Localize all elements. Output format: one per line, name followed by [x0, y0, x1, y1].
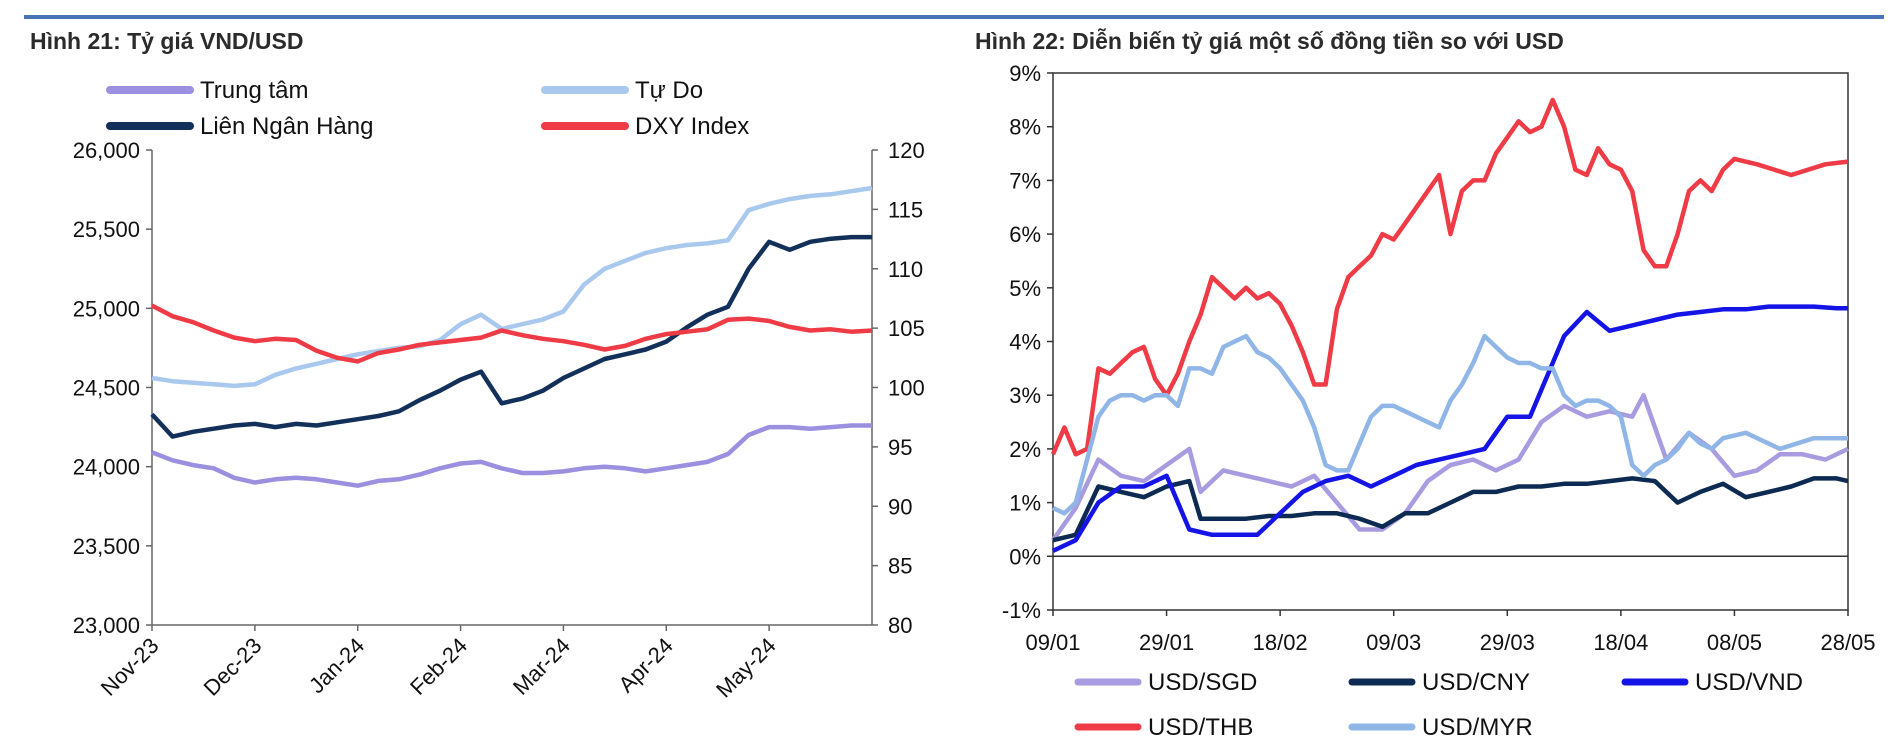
chart1-ytick-right-label: 120: [888, 138, 925, 163]
legend-label-trung-t-m: Trung tâm: [200, 77, 308, 104]
top-rule: [24, 15, 1884, 19]
chart2-xtick-label: 28/05: [1820, 630, 1875, 655]
series-line-li-n-ng-n-h-ng: [150, 234, 872, 439]
chart2-ytick-label: 4%: [1009, 330, 1041, 355]
chart2-xtick-label: 09/01: [1025, 630, 1080, 655]
chart1-ytick-left-label: 23,000: [73, 613, 140, 638]
chart2-ytick-label: 7%: [1009, 168, 1041, 193]
chart2-xtick-label: 18/02: [1253, 630, 1308, 655]
chart2-ytick-label: 6%: [1009, 222, 1041, 247]
legend-label-usd-cny: USD/CNY: [1422, 669, 1530, 696]
chart2-ytick-label: 3%: [1009, 383, 1041, 408]
legend-label-t-do: Tự Do: [635, 77, 703, 104]
series-line-usd-cny: [1052, 476, 1849, 543]
chart1-ytick-left-label: 25,500: [73, 217, 140, 242]
series-line-usd-myr: [1052, 333, 1848, 516]
chart1-ytick-left-label: 23,500: [73, 534, 140, 559]
series-line-usd-vnd: [1052, 304, 1848, 553]
chart2-xtick-label: 29/01: [1139, 630, 1194, 655]
chart1-xtick-label: Feb-24: [405, 633, 472, 700]
series-line-dxy-index: [150, 303, 873, 364]
chart1-xtick-label: Nov-23: [96, 633, 164, 701]
chart2-ytick-label: 9%: [1009, 61, 1041, 86]
chart2-ytick-label: -1%: [1002, 598, 1041, 623]
chart1-ytick-left-label: 26,000: [73, 138, 140, 163]
chart2-ytick-label: 1%: [1009, 491, 1041, 516]
chart1-xtick-label: Mar-24: [508, 633, 575, 700]
chart1-xtick-label: Apr-24: [613, 633, 677, 697]
chart1-title: Hình 21: Tỷ giá VND/USD: [30, 28, 304, 54]
chart2-xtick-label: 18/04: [1593, 630, 1648, 655]
series-line-t-do: [151, 185, 873, 389]
chart1-ytick-right-label: 110: [888, 257, 923, 282]
chart1-ytick-right-label: 95: [888, 435, 912, 460]
chart1-ytick-left-label: 25,000: [73, 296, 140, 321]
chart2-xtick-label: 29/03: [1480, 630, 1535, 655]
chart2-ytick-label: 0%: [1009, 544, 1041, 569]
legend-label-usd-myr: USD/MYR: [1422, 714, 1533, 741]
legend-label-usd-thb: USD/THB: [1148, 714, 1253, 741]
chart1-ytick-right-label: 115: [888, 197, 923, 222]
legend-label-li-n-ng-n-h-ng: Liên Ngân Hàng: [200, 113, 373, 140]
chart1-ytick-right-label: 85: [888, 554, 912, 579]
chart1-ytick-right-label: 80: [888, 613, 912, 638]
chart2-ytick-label: 2%: [1009, 437, 1041, 462]
chart1-xtick-label: Jan-24: [304, 633, 369, 698]
chart1-xtick-label: May-24: [711, 633, 781, 703]
series-line-usd-sgd: [1051, 392, 1849, 542]
legend-label-usd-vnd: USD/VND: [1695, 669, 1803, 696]
chart2-ytick-label: 5%: [1009, 276, 1041, 301]
chart1-ytick-right-label: 100: [888, 376, 925, 401]
chart2-plot-frame: [1052, 72, 1849, 611]
chart1-ytick-left-label: 24,000: [73, 455, 140, 480]
chart2-xtick-label: 08/05: [1707, 630, 1762, 655]
chart2-xtick-label: 09/03: [1366, 630, 1421, 655]
legend-label-usd-sgd: USD/SGD: [1148, 669, 1257, 696]
chart1-ytick-left-label: 24,500: [73, 376, 140, 401]
series-line-trung-t-m: [151, 423, 872, 488]
chart2-title: Hình 22: Diễn biến tỷ giá một số đồng ti…: [975, 28, 1564, 54]
chart1-ytick-right-label: 105: [888, 316, 925, 341]
series-line-usd-thb: [1050, 97, 1849, 457]
legend-label-dxy-index: DXY Index: [635, 113, 749, 140]
chart2-ytick-label: 8%: [1009, 115, 1041, 140]
chart1-xtick-label: Dec-23: [199, 633, 267, 701]
chart1-ytick-right-label: 90: [888, 494, 912, 519]
